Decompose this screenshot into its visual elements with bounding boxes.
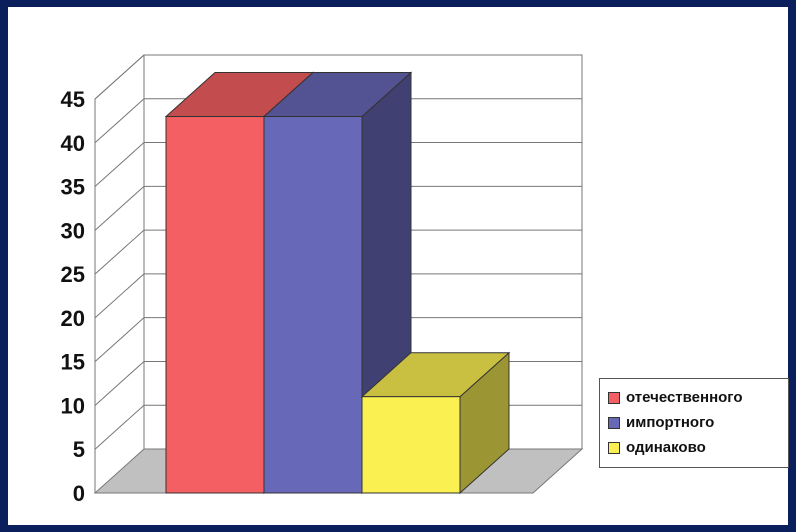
- y-tick-label: 40: [61, 131, 85, 156]
- chart-bars: [164, 71, 511, 495]
- y-tick-label: 30: [61, 218, 85, 243]
- legend-item-imported: импортного: [608, 410, 788, 435]
- legend-swatch-imported: [608, 416, 620, 429]
- gridline: [94, 273, 582, 319]
- y-tick-label: 35: [61, 175, 85, 200]
- y-axis-tick-labels: 0 5 10 15 20 25 30 35 40 45: [61, 87, 85, 506]
- bar-2-front: [263, 116, 363, 494]
- legend-swatch-equal: [608, 441, 620, 454]
- bar-chart: 0 5 10 15 20 25 30 35 40 45: [61, 54, 584, 506]
- legend-swatch-domestic: [608, 391, 620, 404]
- gridline: [94, 185, 582, 231]
- y-tick-label: 20: [61, 306, 85, 331]
- y-tick-label: 15: [61, 350, 85, 375]
- y-tick-label: 10: [61, 393, 85, 418]
- y-tick-label: 45: [61, 87, 85, 112]
- legend-item-domestic: отечественного: [608, 385, 788, 410]
- legend-label-equal: одинаково: [626, 439, 706, 456]
- y-tick-label: 0: [73, 481, 85, 506]
- legend-item-equal: одинаково: [608, 435, 788, 460]
- bar-3-front: [361, 396, 461, 494]
- legend-label-imported: импортного: [626, 414, 715, 431]
- y-tick-label: 5: [73, 437, 85, 462]
- gridline: [94, 98, 582, 144]
- y-tick-label: 25: [61, 262, 85, 287]
- bar-3: [360, 351, 511, 495]
- chart-frame: 0 5 10 15 20 25 30 35 40 45 отечественного импорт…: [8, 7, 789, 525]
- gridline: [94, 142, 582, 187]
- gridline: [94, 317, 582, 363]
- legend-label-domestic: отечественного: [626, 389, 743, 406]
- chart-legend: отечественного импортного одинаково: [599, 378, 789, 468]
- bar-1-front: [165, 116, 265, 494]
- gridline: [94, 229, 582, 275]
- wall-top-edge: [94, 54, 145, 100]
